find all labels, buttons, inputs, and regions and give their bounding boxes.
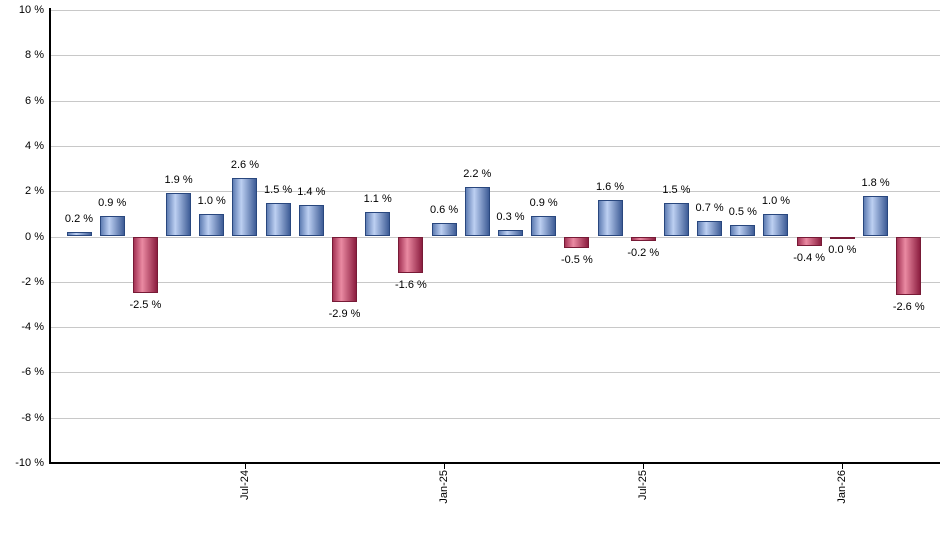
bar-positive [730,225,756,237]
y-axis-tick-label: 10 % [18,4,44,16]
bar-positive [166,193,192,237]
bar-value-label: 1.1 % [363,192,392,205]
bar-value-label: 1.0 % [761,194,791,207]
bar-positive [863,195,889,237]
y-axis-tick-label: -10 % [15,457,44,469]
bar-value-label: 1.5 % [264,183,293,196]
bar-value-label: 1.5 % [662,183,691,196]
x-axis [49,462,940,464]
gridline [49,145,940,147]
bar-positive [464,186,490,237]
gridline [49,100,940,102]
x-axis-tick-label: Jan-25 [438,470,451,504]
bar-value-label: 1.6 % [595,181,625,194]
bar-negative [630,236,656,242]
bar-value-label: 0.9 % [529,197,558,210]
bar-value-label: 1.9 % [164,174,193,187]
gridline [49,191,940,193]
y-axis-tick-label: -8 % [21,411,44,424]
bar-value-label: 2.2 % [463,167,492,180]
bar-value-label: 1.4 % [297,185,326,198]
bar-positive [763,213,789,237]
bar-value-label: 0.6 % [430,203,459,216]
bar-value-label: 0.9 % [98,197,127,210]
bar-value-label: -0.5 % [560,253,593,266]
bar-positive [431,222,457,237]
bar-negative [398,236,424,273]
bar-positive [663,202,689,237]
y-axis-tick-label: -4 % [21,321,44,334]
x-axis-tick-label: Jul-24 [238,470,251,500]
bar-positive [531,216,557,237]
gridline [49,327,940,329]
bar-value-label: 1.0 % [197,194,226,207]
bar-value-label: -2.6 % [892,301,925,314]
bar-value-label: -0.2 % [627,247,660,260]
y-axis-tick-label: 2 % [25,185,44,198]
bar-value-label: 0.7 % [695,201,724,214]
bar-value-label: 2.6 % [230,158,259,171]
bar-value-label: -2.9 % [328,308,361,321]
bar-value-label: -1.6 % [394,278,427,291]
gridline [49,10,940,11]
bar-value-label: 0.2 % [64,212,94,225]
x-axis-tick [244,464,246,469]
bar-value-label: 0.0 % [828,244,857,256]
x-axis-tick [643,464,645,469]
y-axis-tick-label: 8 % [25,49,44,62]
bar-positive [99,216,125,237]
bar-positive [365,211,391,237]
bar-value-label: 0.5 % [728,206,757,219]
gridline [49,372,940,374]
gridline [49,236,940,238]
bar-positive [232,177,258,237]
bar-positive [66,231,92,237]
y-axis-tick-label: -2 % [21,275,44,288]
x-axis-tick-label: Jul-25 [637,470,650,500]
bar-negative [829,236,855,239]
gridline [49,55,940,57]
bar-positive [697,220,723,237]
bar-positive [199,213,225,237]
gridline [49,281,940,283]
bar-positive [298,204,324,237]
bar-value-label: 1.8 % [861,176,890,189]
y-axis-tick-label: 6 % [25,94,44,107]
y-axis-tick-label: 0 % [25,230,44,243]
bar-negative [896,236,922,296]
gridline [49,417,940,419]
x-axis-tick-label: Jan-26 [836,470,849,504]
bar-value-label: 0.3 % [496,210,525,223]
bar-value-label: -0.4 % [793,251,826,264]
bar-positive [497,229,523,237]
x-axis-tick [444,464,446,469]
bar-negative [332,236,358,303]
bar-value-label: -2.5 % [129,299,162,312]
bar-negative [564,236,590,248]
y-axis [49,8,51,464]
bar-negative [132,236,158,294]
y-axis-tick-label: 4 % [25,139,44,152]
y-axis-tick-label: -6 % [21,366,44,379]
bar-positive [597,200,623,237]
x-axis-tick [842,464,844,469]
bar-negative [796,236,822,246]
bar-positive [265,202,291,237]
